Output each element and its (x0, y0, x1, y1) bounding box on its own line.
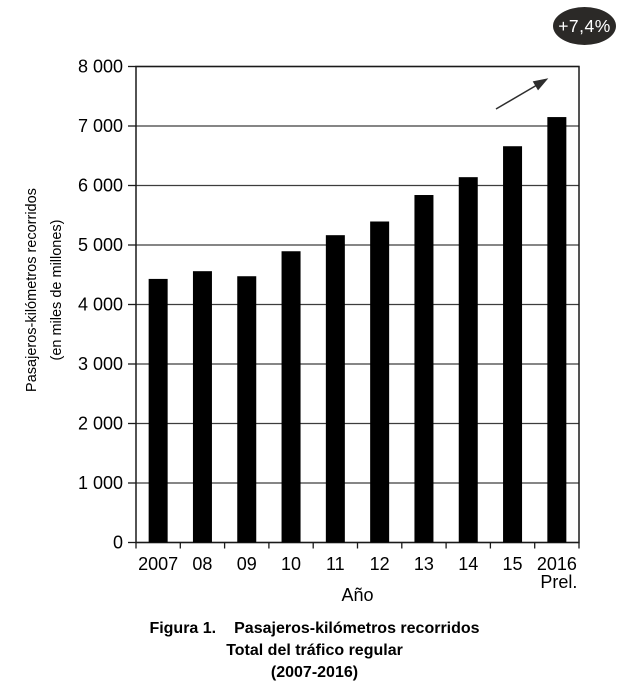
bar-14 (458, 177, 478, 543)
bar-11 (325, 235, 345, 543)
bar-15 (503, 146, 523, 543)
bar-2016 (547, 117, 567, 543)
figure-number: Figura 1. (149, 620, 217, 637)
bar-chart: 0 1 000 2 000 3 000 4 000 5 000 6 000 7 000 8 00… (78, 57, 580, 605)
x-tick-label-09: 09 (237, 554, 257, 574)
growth-badge-label: +7,4% (558, 15, 611, 36)
x-axis-title: Año (341, 585, 373, 605)
caption-line-1: Figura 1. Pasajeros-kilómetros recorridos (0, 618, 629, 640)
x-tick-label-13: 13 (414, 554, 434, 574)
x-tick-label-11: 11 (326, 554, 345, 574)
bar-09 (237, 276, 257, 543)
x-tick-sublabel-2016: Prel. (540, 572, 577, 592)
trend-arrow-line (495, 84, 538, 110)
bar-2007 (148, 278, 168, 543)
y-tick-label-5000: 5 000 (78, 235, 123, 255)
x-tick-label-14: 14 (458, 554, 478, 574)
caption-line-3: (2007-2016) (270, 664, 359, 681)
y-tick-label-7000: 7 000 (78, 116, 123, 136)
x-tick-label-2016: 2016 (537, 554, 577, 574)
trend-arrow-head-icon (532, 78, 549, 91)
y-tick-label-6000: 6 000 (78, 176, 123, 196)
figure-title: Pasajeros-kilómetros recorridos (234, 620, 480, 637)
y-tick-label-4000: 4 000 (78, 295, 123, 315)
x-tick-label-15: 15 (503, 554, 523, 574)
x-tick-label-12: 12 (370, 554, 390, 574)
bar-13 (414, 195, 434, 543)
x-tick-label-08: 08 (192, 554, 212, 574)
figure-caption: Figura 1. Pasajeros-kilómetros recorridos… (0, 618, 629, 684)
bar-08 (192, 271, 212, 543)
y-tick-label-1000: 1 000 (78, 473, 123, 493)
x-tick-label-2007: 2007 (138, 554, 178, 574)
y-tick-label-8000: 8 000 (78, 57, 123, 77)
bar-12 (370, 221, 390, 543)
bar-10 (281, 251, 301, 543)
caption-line-2: Total del tráfico regular (226, 642, 403, 659)
y-tick-label-2000: 2 000 (78, 414, 123, 434)
x-tick-label-10: 10 (281, 554, 301, 574)
y-tick-label-0: 0 (113, 533, 123, 553)
growth-badge: +7,4% (553, 7, 616, 45)
y-tick-label-3000: 3 000 (78, 354, 123, 374)
